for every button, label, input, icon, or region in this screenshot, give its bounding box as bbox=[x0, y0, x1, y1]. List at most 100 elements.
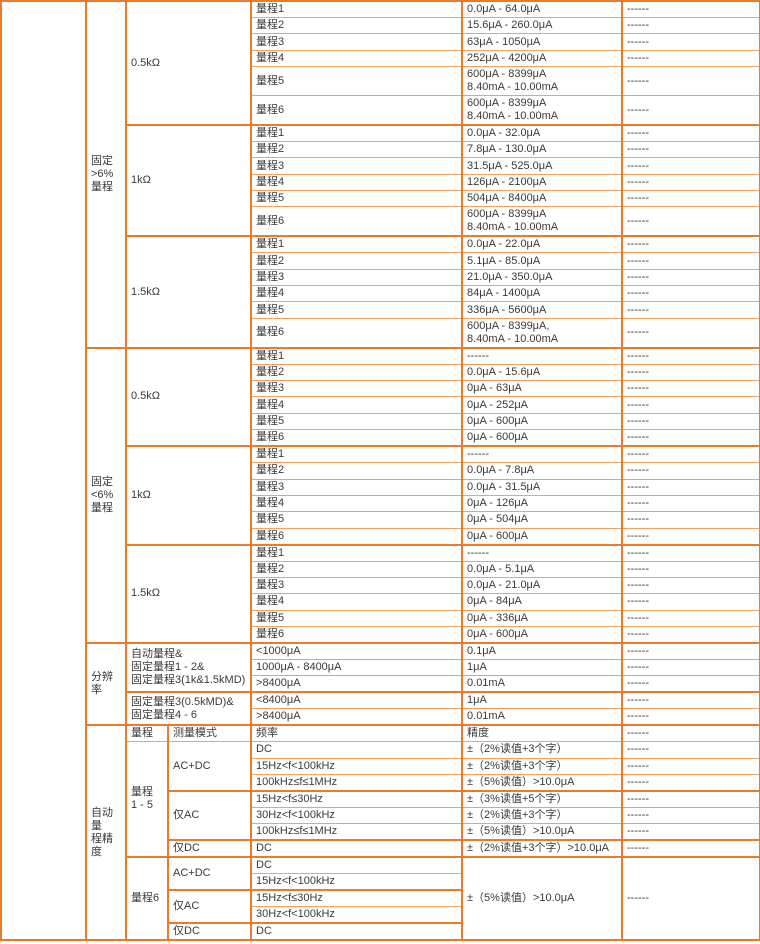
accuracy-cell: ±（2%读值+3个字） bbox=[461, 741, 624, 759]
section-label-line: 固定 bbox=[91, 154, 113, 167]
range-name-cell: 量程5 bbox=[250, 301, 464, 319]
section-label-cell: 固定 <6% 量程 bbox=[85, 346, 127, 644]
range-value-cell: 126μA - 2100μA bbox=[461, 173, 624, 192]
note-cell: ------ bbox=[621, 66, 760, 97]
note-cell: ------ bbox=[621, 157, 760, 175]
note-cell: ------ bbox=[621, 462, 760, 480]
range-name-cell: 量程4 bbox=[250, 49, 464, 68]
note-cell: ------ bbox=[621, 625, 760, 644]
header-frequency-cell: 频率 bbox=[250, 724, 464, 743]
range-name-cell: 量程1 bbox=[250, 235, 464, 254]
frequency-cell: DC bbox=[250, 922, 464, 941]
frequency-cell: DC bbox=[250, 741, 464, 759]
range-value-cell: 0μA - 504μA bbox=[461, 511, 624, 529]
range-name-cell: 量程1 bbox=[250, 124, 464, 143]
range-group-line: 量程6 bbox=[131, 892, 160, 905]
range-value-line: 600μA - 8399μA bbox=[467, 68, 547, 81]
resolution-group-label-cell: 固定量程3(0.5kMD)& 固定量程4 - 6 bbox=[124, 691, 253, 726]
range-group-line: 量程 bbox=[131, 786, 153, 799]
note-merged-cell: ------ bbox=[621, 856, 760, 941]
range-value-cell: 0μA - 600μA bbox=[461, 412, 624, 431]
header-accuracy-cell: 精度 bbox=[461, 724, 624, 743]
note-cell: ------ bbox=[621, 658, 760, 677]
range-value-cell: 0.0μA - 31.5μA bbox=[461, 478, 624, 496]
frequency-cell: 15Hz<f<100kHz bbox=[250, 757, 464, 775]
impedance-cell: 1kΩ bbox=[124, 445, 253, 546]
note-cell: ------ bbox=[621, 773, 760, 792]
note-cell: ------ bbox=[621, 124, 760, 143]
section-label-line: 固定 bbox=[91, 475, 113, 488]
note-cell: ------ bbox=[621, 190, 760, 208]
range-value-line: 600μA - 8399μA bbox=[467, 97, 547, 110]
range-name-cell: 量程5 bbox=[250, 609, 464, 627]
range-name-cell: 量程6 bbox=[250, 317, 464, 349]
frequency-cell: DC bbox=[250, 839, 464, 858]
note-cell: ------ bbox=[621, 609, 760, 627]
range-value-cell: 0.0μA - 5.1μA bbox=[461, 560, 624, 578]
note-cell: ------ bbox=[621, 346, 760, 365]
range-name-cell: 量程3 bbox=[250, 380, 464, 398]
range-name-cell: 量程1 bbox=[250, 543, 464, 562]
range-value-cell: 504μA - 8400μA bbox=[461, 190, 624, 208]
resolution-condition-cell: >8400μA bbox=[250, 675, 464, 693]
mode-cell: 仅DC bbox=[166, 922, 253, 941]
range-value-cell: 31.5μA - 525.0μA bbox=[461, 157, 624, 175]
mode-cell: AC+DC bbox=[166, 741, 253, 792]
note-cell: ------ bbox=[621, 494, 760, 513]
range-group-cell: 量程 1 - 5 bbox=[125, 741, 169, 858]
frequency-cell: 30Hz<f<100kHz bbox=[250, 806, 464, 825]
range-name-cell: 量程5 bbox=[250, 66, 464, 97]
note-cell: ------ bbox=[621, 741, 760, 759]
note-cell: ------ bbox=[621, 252, 760, 270]
note-cell: ------ bbox=[621, 141, 760, 159]
range-value-cell: 600μA - 8399μA 8.40mA - 10.00mA bbox=[461, 206, 624, 237]
header-range-cell: 量程 bbox=[125, 724, 169, 743]
note-cell: ------ bbox=[621, 511, 760, 529]
note-cell: ------ bbox=[621, 641, 760, 660]
note-cell: ------ bbox=[621, 235, 760, 254]
note-cell: ------ bbox=[621, 691, 760, 710]
section-label-line: >6% bbox=[91, 167, 114, 180]
accuracy-merged-cell: ±（5%读值）>10.0μA bbox=[461, 856, 624, 941]
range-name-cell: 量程6 bbox=[250, 206, 464, 237]
note-cell: ------ bbox=[621, 478, 760, 496]
note-cell: ------ bbox=[621, 593, 760, 611]
range-value-cell: 0μA - 600μA bbox=[461, 429, 624, 447]
note-cell: ------ bbox=[621, 757, 760, 775]
section-label-cell: 固定 >6% 量程 bbox=[85, 0, 127, 349]
range-value-cell: 0μA - 126μA bbox=[461, 494, 624, 513]
range-value-cell: 336μA - 5600μA bbox=[461, 301, 624, 319]
frequency-cell: 100kHz≤f≤1MHz bbox=[250, 823, 464, 841]
note-cell: ------ bbox=[621, 95, 760, 126]
range-value-cell: 0μA - 600μA bbox=[461, 527, 624, 546]
range-value-line: 8.40mA - 10.00mA bbox=[467, 110, 559, 123]
range-name-cell: 量程3 bbox=[250, 576, 464, 595]
note-cell: ------ bbox=[621, 806, 760, 825]
note-cell: ------ bbox=[621, 839, 760, 858]
impedance-cell: 1.5kΩ bbox=[124, 543, 253, 644]
mode-cell: 仅AC bbox=[166, 889, 253, 924]
frequency-cell: 30Hz<f<100kHz bbox=[250, 906, 464, 924]
header-mode-cell: 测量模式 bbox=[166, 724, 253, 743]
resolution-condition-cell: <8400μA bbox=[250, 691, 464, 710]
range-value-cell: 84μA - 1400μA bbox=[461, 285, 624, 303]
range-name-cell: 量程2 bbox=[250, 363, 464, 382]
resolution-condition-cell: <1000μA bbox=[250, 641, 464, 660]
note-cell: ------ bbox=[621, 285, 760, 303]
range-name-cell: 量程4 bbox=[250, 173, 464, 192]
resolution-condition-cell: >8400μA bbox=[250, 708, 464, 726]
note-cell: ------ bbox=[621, 708, 760, 726]
range-name-cell: 量程4 bbox=[250, 396, 464, 414]
resolution-group-label-line: 固定量程4 - 6 bbox=[131, 708, 198, 721]
range-name-cell: 量程4 bbox=[250, 593, 464, 611]
frequency-cell: 15Hz<f<100kHz bbox=[250, 873, 464, 891]
header-note-cell: ------ bbox=[621, 724, 760, 743]
range-name-cell: 量程5 bbox=[250, 511, 464, 529]
range-name-cell: 量程5 bbox=[250, 190, 464, 208]
section-label-line: 程精度 bbox=[91, 832, 113, 858]
note-cell: ------ bbox=[621, 789, 760, 808]
accuracy-cell: ±（2%读值+3个字）>10.0μA bbox=[461, 839, 624, 858]
range-name-cell: 量程6 bbox=[250, 625, 464, 644]
note-cell: ------ bbox=[621, 412, 760, 431]
impedance-cell: 0.5kΩ bbox=[124, 346, 253, 447]
